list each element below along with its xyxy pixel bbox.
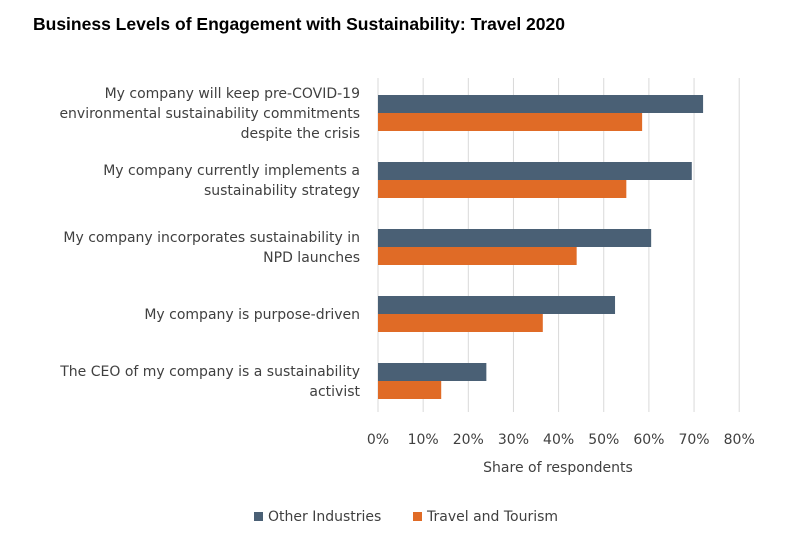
legend-label: Travel and Tourism — [426, 509, 558, 525]
bar-travel-and-tourism — [378, 180, 627, 198]
bar-other-industries — [378, 363, 487, 381]
category-label: My company currently implements a — [103, 163, 360, 179]
category-label: environmental sustainability commitments — [59, 106, 360, 122]
x-tick-label: 20% — [453, 432, 484, 448]
x-axis-label: Share of respondents — [483, 460, 633, 476]
legend: Other Industries Travel and Tourism — [254, 509, 558, 525]
x-tick-label: 10% — [408, 432, 439, 448]
legend-swatch — [413, 512, 422, 521]
category-label: The CEO of my company is a sustainabilit… — [59, 364, 360, 380]
x-tick-label: 60% — [633, 432, 664, 448]
x-tick-label: 70% — [678, 432, 709, 448]
chart-title: Business Levels of Engagement with Susta… — [33, 14, 565, 34]
x-tick-label: 40% — [543, 432, 574, 448]
category-label: NPD launches — [263, 250, 360, 266]
category-label: activist — [309, 384, 360, 400]
bar-other-industries — [378, 162, 692, 180]
x-tick-label: 80% — [724, 432, 755, 448]
legend-swatch — [254, 512, 263, 521]
x-tick-label: 30% — [498, 432, 529, 448]
bar-other-industries — [378, 229, 652, 247]
x-tick-label: 0% — [367, 432, 389, 448]
category-label: despite the crisis — [241, 126, 360, 142]
bar-other-industries — [378, 95, 704, 113]
bars — [378, 95, 704, 399]
bar-travel-and-tourism — [378, 314, 543, 332]
category-label: My company is purpose-driven — [144, 307, 360, 323]
category-label: My company will keep pre-COVID-19 — [105, 86, 360, 102]
x-tick-labels: 0% 10% 20% 30% 40% 50% 60% 70% 80% — [367, 432, 755, 448]
category-label: My company incorporates sustainability i… — [63, 230, 360, 246]
category-label: sustainability strategy — [204, 183, 360, 199]
x-tick-label: 50% — [588, 432, 619, 448]
bar-travel-and-tourism — [378, 113, 643, 131]
legend-label: Other Industries — [268, 509, 381, 525]
bar-travel-and-tourism — [378, 381, 442, 399]
bar-other-industries — [378, 296, 616, 314]
category-labels: My company will keep pre-COVID-19 environ… — [59, 86, 360, 400]
bar-travel-and-tourism — [378, 247, 577, 265]
